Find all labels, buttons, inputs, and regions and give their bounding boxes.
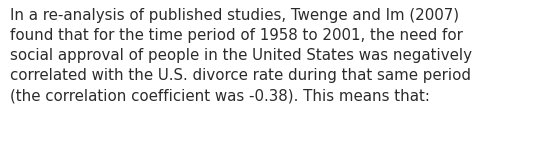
- Text: In a re-analysis of published studies, Twenge and Im (2007)
found that for the t: In a re-analysis of published studies, T…: [10, 8, 472, 103]
